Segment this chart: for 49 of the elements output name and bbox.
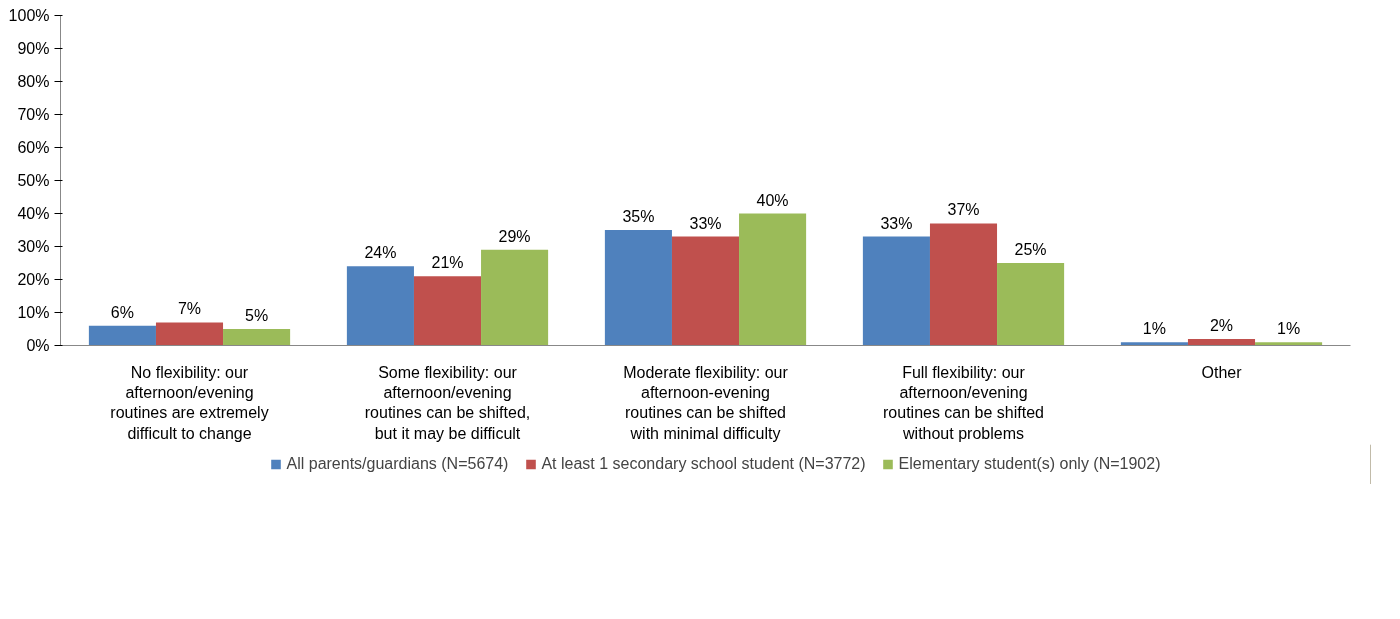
y-tick-label: 90% bbox=[17, 40, 50, 57]
data-label: 21% bbox=[431, 254, 464, 272]
y-tick-label: 80% bbox=[17, 73, 50, 90]
y-tick-label: 0% bbox=[26, 337, 50, 354]
data-label: 33% bbox=[880, 214, 913, 232]
data-label: 40% bbox=[756, 191, 789, 209]
bar bbox=[481, 249, 549, 346]
legend-label: At least 1 secondary school student (N=3772) bbox=[541, 455, 866, 473]
x-tick-label: No flexibility: our afternoon/evening routines are extremely difficult to change bbox=[110, 363, 269, 442]
data-label: 33% bbox=[689, 214, 722, 232]
y-tick-label: 100% bbox=[8, 7, 50, 24]
data-label: 5% bbox=[245, 307, 269, 324]
x-tick-label: Other bbox=[1201, 363, 1243, 381]
x-tick-label: Moderate flexibility: our afternoon-evening routines can be shifted with minimal difficulty bbox=[623, 363, 789, 442]
bar bbox=[671, 236, 740, 346]
bar bbox=[346, 266, 414, 346]
data-label: 35% bbox=[622, 208, 655, 225]
bar bbox=[223, 329, 291, 346]
bar bbox=[1255, 342, 1323, 346]
y-tick-label: 10% bbox=[17, 304, 50, 321]
bar bbox=[413, 276, 482, 346]
data-label: 37% bbox=[947, 201, 980, 219]
legend-label: All parents/guardians (N=5674) bbox=[286, 455, 509, 473]
data-label: 6% bbox=[110, 303, 134, 321]
y-tick-label: 40% bbox=[17, 205, 50, 222]
data-label: 7% bbox=[177, 300, 202, 318]
y-tick-label: 70% bbox=[17, 106, 50, 123]
bar bbox=[155, 322, 224, 346]
bar bbox=[997, 263, 1065, 346]
x-tick-label: Some flexibility: our afternoon/evening routines can be shifted, but it may be difficult bbox=[364, 363, 531, 442]
data-label: 24% bbox=[364, 244, 397, 262]
bar bbox=[862, 236, 930, 346]
bar bbox=[929, 223, 998, 346]
y-tick-label: 20% bbox=[17, 271, 50, 288]
x-tick-label: Full flexibility: our afternoon/evening routines can be shifted without problems bbox=[883, 363, 1044, 442]
data-label: 1% bbox=[1277, 320, 1301, 338]
bar bbox=[739, 213, 807, 346]
data-label: 2% bbox=[1209, 316, 1234, 334]
bar bbox=[88, 325, 156, 346]
data-label: 1% bbox=[1142, 320, 1166, 338]
data-label: 29% bbox=[498, 227, 531, 245]
y-tick-label: 50% bbox=[17, 172, 50, 189]
y-tick-label: 60% bbox=[17, 139, 50, 156]
y-tick-label: 30% bbox=[17, 238, 50, 255]
bar bbox=[604, 230, 672, 346]
bar bbox=[1120, 342, 1188, 346]
legend-label: Elementary student(s) only (N=1902) bbox=[898, 455, 1161, 473]
bar bbox=[1187, 338, 1256, 346]
data-label: 25% bbox=[1014, 241, 1047, 258]
